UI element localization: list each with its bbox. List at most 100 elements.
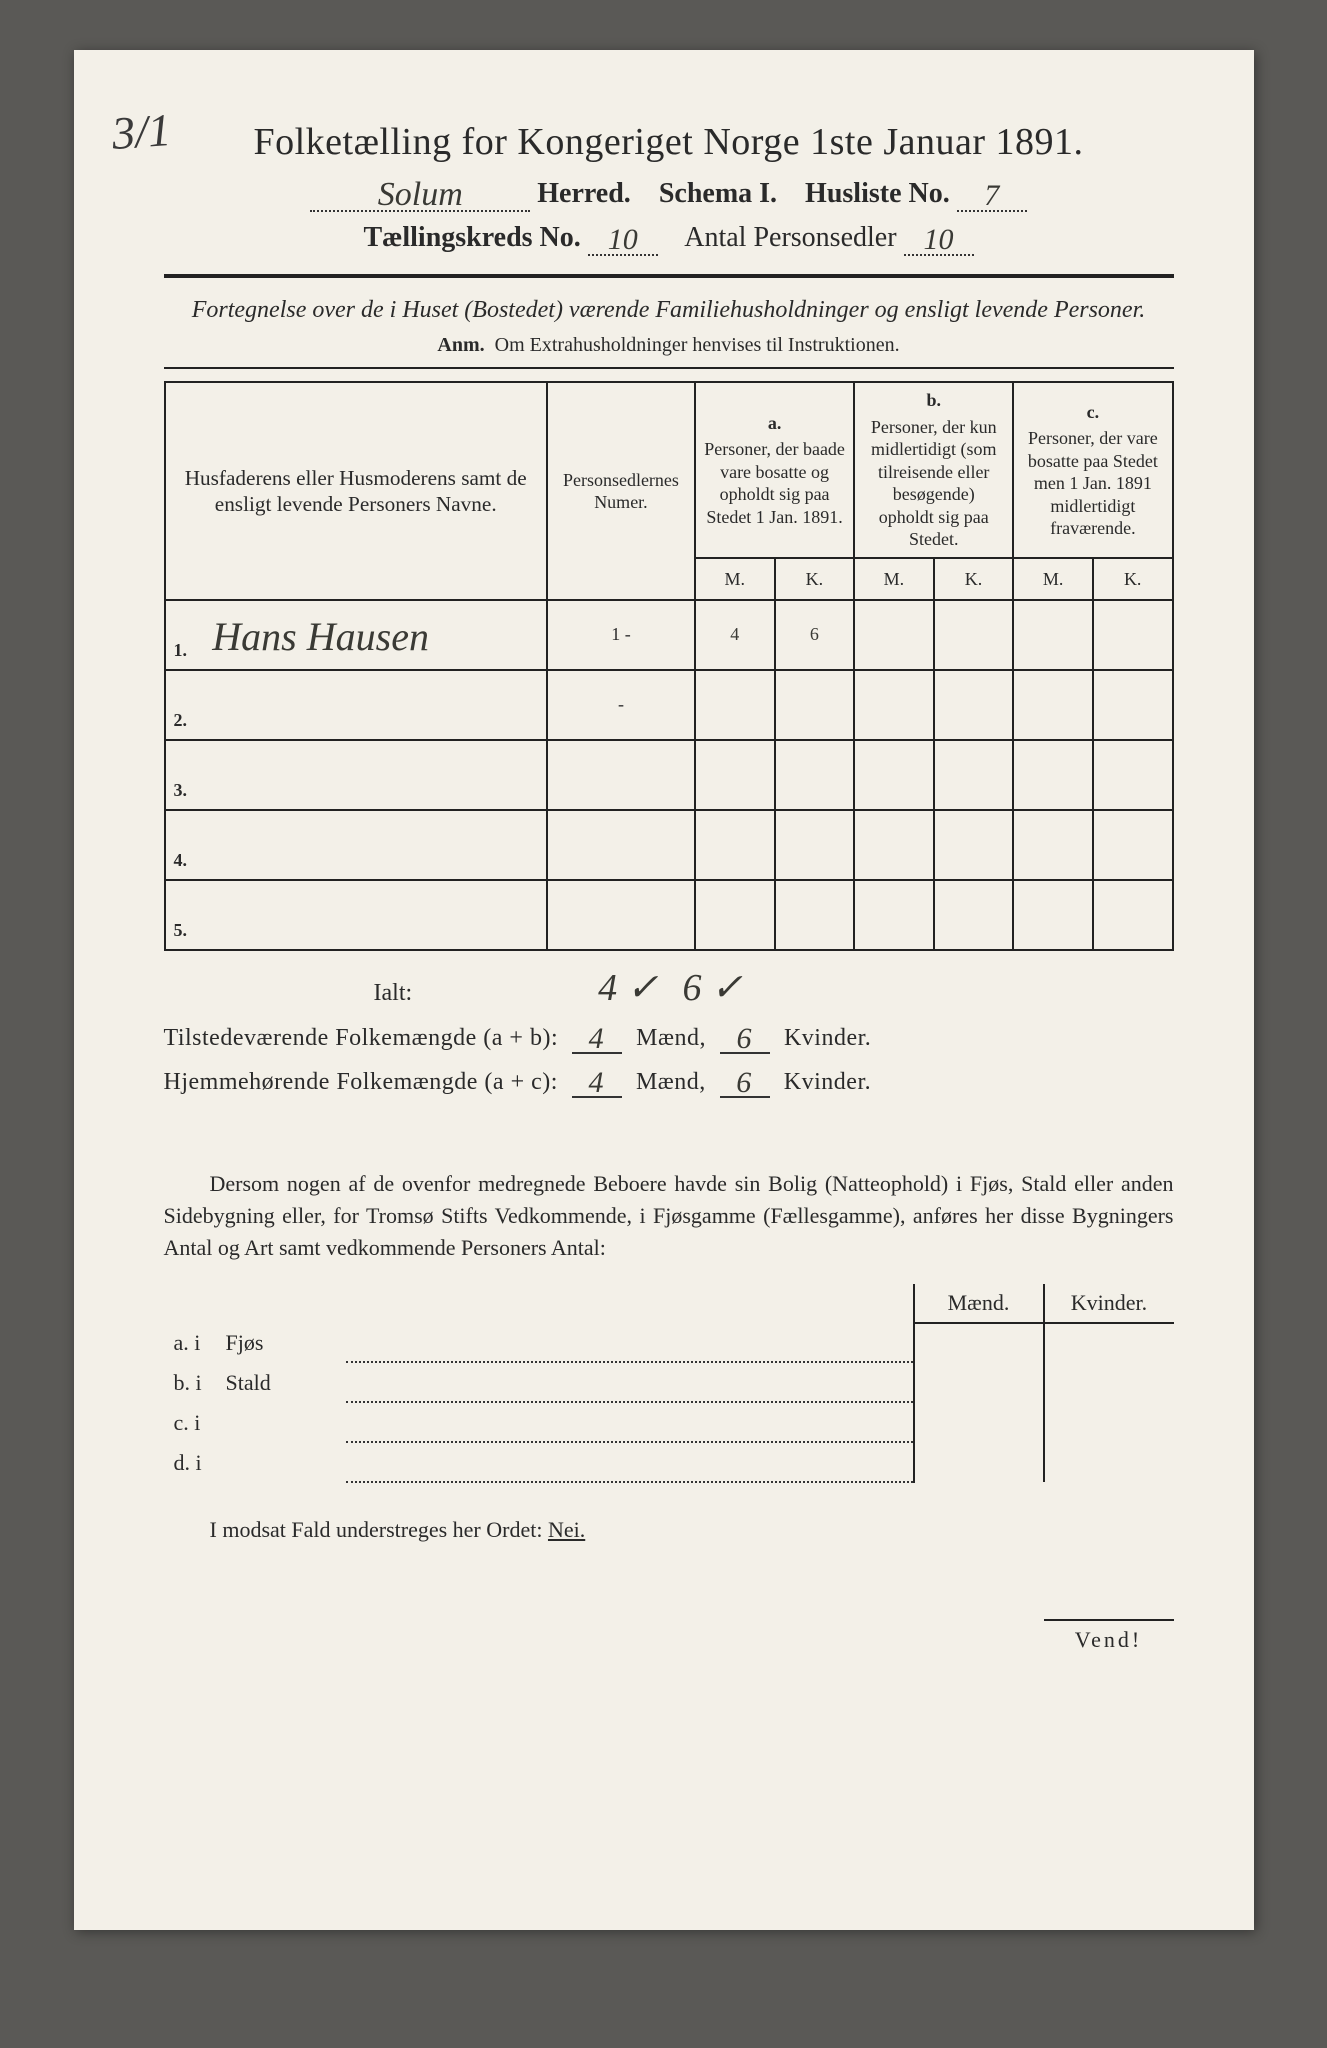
side-kvinder-header: Kvinder.	[1044, 1284, 1174, 1323]
side-building-table: Mænd. Kvinder. a. iFjøs b. iStald c. i d…	[164, 1284, 1174, 1483]
b-m	[854, 600, 934, 670]
margin-note: 3/1	[110, 103, 172, 160]
side-row-label: d. i	[164, 1442, 216, 1482]
nei-word: Nei.	[548, 1517, 585, 1542]
a-k	[775, 810, 855, 880]
table-row: 2.-	[165, 670, 1173, 740]
side-row: b. iStald	[164, 1362, 1174, 1402]
side-row-m	[914, 1442, 1044, 1482]
side-row-dots	[346, 1402, 914, 1442]
c-m	[1013, 600, 1093, 670]
anm-line: Anm. Om Extrahusholdninger henvises til …	[164, 334, 1174, 357]
herred-value: Solum	[378, 176, 463, 213]
b-k	[934, 740, 1014, 810]
subtitle: Fortegnelse over de i Huset (Bostedet) v…	[164, 294, 1174, 326]
a-m	[695, 810, 775, 880]
herred-label: Herred.	[537, 178, 631, 209]
col-a: a. Personer, der baade vare bosatte og o…	[695, 382, 854, 558]
name-cell	[204, 810, 547, 880]
c-k	[1093, 740, 1173, 810]
header-row-1: Solum Herred. Schema I. Husliste No. 7	[164, 178, 1174, 212]
antal-label: Antal Personsedler	[684, 222, 896, 253]
side-row: c. i	[164, 1402, 1174, 1442]
b-k	[934, 810, 1014, 880]
side-row-dots	[346, 1362, 914, 1402]
pop-line-1: Tilstedeværende Folkemængde (a + b): 4 M…	[164, 1024, 1174, 1054]
personsedler-num	[547, 880, 695, 950]
personsedler-num	[547, 810, 695, 880]
personsedler-num: -	[547, 670, 695, 740]
c-k	[1093, 810, 1173, 880]
husliste-value: 7	[984, 179, 999, 212]
a-k	[775, 880, 855, 950]
kreds-value: 10	[608, 223, 638, 256]
form-title: Folketælling for Kongeriget Norge 1ste J…	[164, 120, 1174, 164]
col-names: Husfaderens eller Husmoderens samt de en…	[165, 382, 547, 600]
a-m	[695, 880, 775, 950]
side-row-k	[1044, 1362, 1174, 1402]
a-m	[695, 740, 775, 810]
a-m: 4	[695, 600, 775, 670]
census-table: Husfaderens eller Husmoderens samt de en…	[164, 381, 1174, 951]
a-k	[775, 670, 855, 740]
c-k	[1093, 600, 1173, 670]
side-row-type: Fjøs	[216, 1323, 346, 1362]
side-row-m	[914, 1362, 1044, 1402]
side-row-type	[216, 1442, 346, 1482]
name-cell: Hans Hausen	[204, 600, 547, 670]
pop1-k: 6	[736, 1022, 753, 1055]
b-m	[854, 740, 934, 810]
side-row: a. iFjøs	[164, 1323, 1174, 1362]
col-a-k: K.	[775, 558, 855, 600]
col-b-m: M.	[854, 558, 934, 600]
header-row-2: Tællingskreds No. 10 Antal Personsedler …	[164, 222, 1174, 256]
side-row-dots	[346, 1442, 914, 1482]
pop-line-2: Hjemmehørende Folkemængde (a + c): 4 Mæn…	[164, 1068, 1174, 1098]
census-form-page: 3/1 Folketælling for Kongeriget Norge 1s…	[74, 50, 1254, 1930]
b-m	[854, 670, 934, 740]
a-k: 6	[775, 600, 855, 670]
totals-row: Ialt: 4 ✓ 6 ✓	[374, 965, 1174, 1010]
col-a-m: M.	[695, 558, 775, 600]
a-k	[775, 740, 855, 810]
table-row: 1.Hans Hausen1 -46	[165, 600, 1173, 670]
name-cell	[204, 880, 547, 950]
anm-label: Anm.	[437, 334, 484, 356]
side-row-label: c. i	[164, 1402, 216, 1442]
table-row: 5.	[165, 880, 1173, 950]
b-m	[854, 810, 934, 880]
col-c: c. Personer, der vare bosatte paa Stedet…	[1013, 382, 1172, 558]
personsedler-num: 1 -	[547, 600, 695, 670]
divider-2	[164, 367, 1174, 369]
kreds-label: Tællingskreds No.	[363, 222, 580, 253]
col-b: b. Personer, der kun midlertidigt (som t…	[854, 382, 1013, 558]
table-row: 3.	[165, 740, 1173, 810]
ialt-label: Ialt:	[374, 980, 413, 1007]
vend-footer: Vend!	[164, 1613, 1174, 1653]
table-row: 4.	[165, 810, 1173, 880]
b-m	[854, 880, 934, 950]
col-personsedler: Personsedlernes Numer.	[547, 382, 695, 600]
side-row-k	[1044, 1402, 1174, 1442]
row-number: 4.	[165, 810, 205, 880]
personsedler-num	[547, 740, 695, 810]
a-m	[695, 670, 775, 740]
side-row-k	[1044, 1323, 1174, 1362]
b-k	[934, 880, 1014, 950]
c-k	[1093, 880, 1173, 950]
col-b-k: K.	[934, 558, 1014, 600]
name-cell	[204, 740, 547, 810]
side-row-m	[914, 1323, 1044, 1362]
schema-label: Schema I.	[659, 178, 777, 209]
pop2-m: 4	[588, 1066, 605, 1099]
c-k	[1093, 670, 1173, 740]
side-row-type	[216, 1402, 346, 1442]
col-c-k: K.	[1093, 558, 1173, 600]
ialt-m: 4 ✓	[598, 967, 658, 1009]
b-k	[934, 670, 1014, 740]
side-row-label: a. i	[164, 1323, 216, 1362]
antal-value: 10	[924, 223, 954, 256]
pop2-k: 6	[736, 1066, 753, 1099]
pop1-m: 4	[589, 1022, 606, 1055]
side-row: d. i	[164, 1442, 1174, 1482]
